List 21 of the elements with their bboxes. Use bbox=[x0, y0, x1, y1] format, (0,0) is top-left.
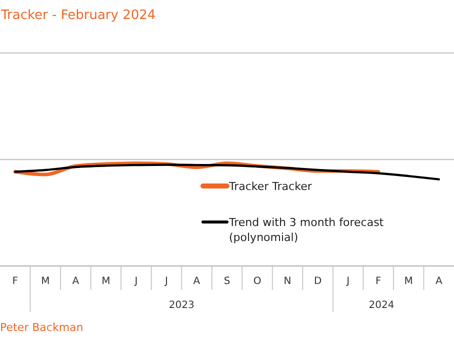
x-tick-label: J bbox=[346, 276, 350, 287]
x-tick-label: A bbox=[193, 276, 200, 287]
x-tick-label: M bbox=[404, 276, 413, 287]
x-tick-label: D bbox=[314, 276, 322, 287]
x-tick-label: A bbox=[435, 276, 442, 287]
text: 2024 bbox=[368, 300, 394, 311]
x-tick-label: O bbox=[253, 276, 262, 287]
text: Peter Backman bbox=[0, 321, 84, 334]
x-tick-label: F bbox=[12, 276, 18, 287]
x-tick-label: J bbox=[164, 276, 168, 287]
x-tick-label: F bbox=[375, 276, 382, 287]
x-tick-label: N bbox=[284, 276, 292, 287]
x-tick-label: A bbox=[72, 276, 80, 287]
legend-label: Trend with 3 month forecast (polynomial) bbox=[228, 216, 384, 244]
legend-label: Tracker Tracker bbox=[228, 180, 312, 193]
x-tick-label: S bbox=[224, 276, 230, 287]
x-tick-label: M bbox=[41, 276, 50, 287]
chart-title: Tracker - February 2024 bbox=[0, 8, 156, 23]
x-tick-label: M bbox=[102, 276, 110, 287]
text: 2023 bbox=[168, 300, 194, 311]
x-tick-label: J bbox=[134, 276, 138, 287]
